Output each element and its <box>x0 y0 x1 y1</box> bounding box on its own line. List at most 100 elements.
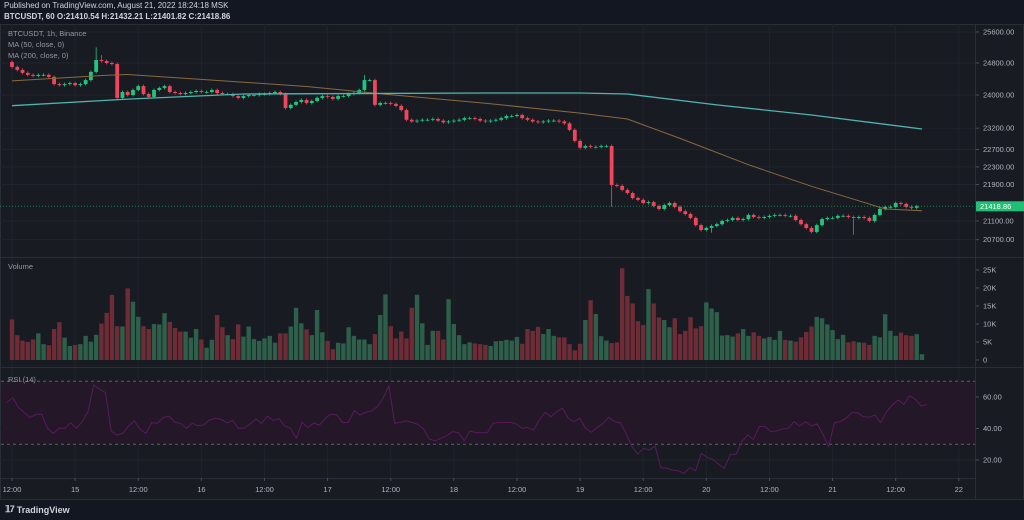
volume-bar <box>714 312 720 360</box>
candle-down <box>15 66 20 70</box>
published-info: Published on TradingView.com, August 21,… <box>4 1 229 10</box>
candle-up <box>741 219 746 221</box>
candle-down <box>899 203 903 204</box>
candle-up <box>872 214 877 221</box>
volume-bar <box>441 339 446 360</box>
candle-down <box>146 94 151 97</box>
time-tick-label: 12:00 <box>129 485 148 494</box>
candle-up <box>457 119 461 121</box>
rsi-tick-label: 40.00 <box>983 424 1002 433</box>
volume-bar <box>204 347 209 360</box>
volume-bar <box>872 335 877 360</box>
main-pane[interactable] <box>0 24 976 258</box>
volume-bar <box>804 331 809 360</box>
candle-down <box>178 93 183 95</box>
candle-up <box>746 214 751 220</box>
rsi-tick-label: 20.00 <box>983 456 1002 465</box>
price-tick-label: 24800.00 <box>983 59 1014 68</box>
candle-up <box>299 99 304 103</box>
candle-down <box>99 60 104 62</box>
candle-up <box>504 116 509 119</box>
volume-bar <box>530 330 535 360</box>
candle-up <box>209 89 214 93</box>
volume-bar <box>57 322 62 360</box>
volume-bar <box>78 344 83 360</box>
volume-bar <box>383 294 388 360</box>
volume-bar <box>577 343 583 360</box>
price-axis[interactable] <box>975 24 1024 500</box>
rsi-band <box>1 380 975 445</box>
candle-up <box>878 208 882 215</box>
volume-bar <box>909 335 914 360</box>
volume-bar <box>709 308 714 360</box>
volume-bar <box>625 295 630 360</box>
volume-bar <box>493 341 499 360</box>
volume-bar <box>404 338 409 360</box>
volume-bar <box>667 327 672 360</box>
candle-up <box>841 215 845 217</box>
volume-bar <box>772 339 777 360</box>
candle-up <box>425 119 430 121</box>
candle-down <box>804 224 809 228</box>
candle-up <box>593 146 598 148</box>
candle-up <box>78 84 83 86</box>
time-tick-label: 12:00 <box>381 485 400 494</box>
tradingview-logo[interactable]: 𝟙7 TradingView <box>5 504 70 515</box>
candle-down <box>283 94 288 108</box>
candle-up <box>494 119 498 121</box>
candle-up <box>709 226 714 228</box>
volume-bar <box>209 339 215 360</box>
volume-bar <box>604 340 609 360</box>
candle-down <box>20 69 25 73</box>
candle-down <box>572 129 577 141</box>
candle-up <box>462 118 467 120</box>
price-tick-label: 22300.00 <box>983 162 1014 171</box>
candle-up <box>515 115 519 117</box>
candle-up <box>667 203 672 206</box>
candle-down <box>520 115 525 119</box>
candle-down <box>141 86 146 95</box>
candle-down <box>578 140 582 148</box>
candle-up <box>309 100 314 104</box>
candle-down <box>567 123 572 130</box>
volume-bar <box>825 324 830 360</box>
candle-down <box>10 62 14 67</box>
time-tick-label: 12:00 <box>886 485 905 494</box>
price-tick-label: 24000.00 <box>983 91 1014 100</box>
volume-bar <box>898 332 904 360</box>
volume-bar <box>346 327 351 360</box>
volume-bar <box>562 337 567 360</box>
rsi-tick-label: 60.00 <box>983 393 1002 402</box>
candle-up <box>509 116 514 117</box>
volume-bar <box>651 303 656 360</box>
candle-up <box>420 119 425 121</box>
candle-down <box>751 214 756 218</box>
candle-down <box>799 220 803 225</box>
candle-up <box>194 90 198 93</box>
candle-up <box>714 224 719 227</box>
volume-bar <box>683 330 688 360</box>
volume-bar <box>325 340 330 360</box>
candle-up <box>778 214 782 216</box>
candle-down <box>436 118 440 121</box>
volume-bar <box>335 342 341 360</box>
candle-down <box>693 217 698 226</box>
candle-down <box>52 76 56 85</box>
candle-down <box>678 206 682 212</box>
time-tick-label: 18 <box>450 485 458 494</box>
candle-up <box>541 121 546 123</box>
volume-bar <box>740 329 746 360</box>
volume-bar <box>777 330 783 360</box>
volume-bar <box>583 320 588 360</box>
candle-up <box>183 93 188 95</box>
volume-bar <box>99 323 104 360</box>
candle-down <box>699 225 703 231</box>
price-tick-label: 20700.00 <box>983 235 1014 244</box>
candle-down <box>388 103 393 104</box>
volume-bar <box>136 316 141 360</box>
volume-bar <box>172 327 178 360</box>
volume-bar <box>409 307 414 360</box>
candle-down <box>862 217 867 218</box>
volume-bar <box>362 339 367 360</box>
